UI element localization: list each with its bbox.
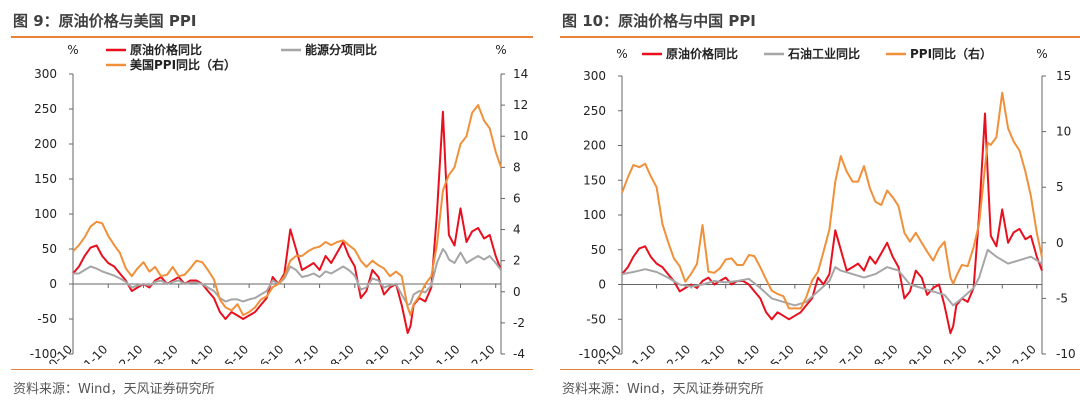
left-axis-tick-label: -50: [37, 312, 57, 326]
left-axis-unit: %: [616, 47, 627, 61]
right-axis-tick-label: 8: [513, 160, 521, 174]
right-axis-tick-label: -4: [513, 347, 525, 361]
left-axis-tick-label: -100: [30, 347, 57, 361]
source-note: 资料来源：Wind，天风证券研究所: [13, 382, 215, 397]
right-axis-tick-label: -10: [1056, 347, 1076, 361]
series-line-2: [621, 91, 1043, 310]
right-axis-unit: %: [1036, 47, 1047, 61]
left-axis-tick-label: 100: [34, 207, 57, 221]
left-axis-tick-label: 0: [49, 277, 57, 291]
figure-title: 图 9：原油价格与美国 PPI: [13, 12, 197, 30]
legend-label-energy: 能源分项同比: [305, 42, 377, 57]
right-axis-tick-label: 14: [513, 67, 528, 81]
right-axis-tick-label: 15: [1056, 69, 1071, 83]
chart-crude-vs-china-ppi: % % 原油价格同比 石油工业同比 PPI同比（右） -100-50050100…: [579, 46, 1076, 364]
right-axis-unit: %: [495, 43, 506, 57]
legend: 原油价格同比 石油工业同比 PPI同比（右）: [642, 46, 992, 61]
chart-crude-vs-us-ppi: % % 原油价格同比 能源分项同比 美国PPI同比（右） -100 -50 0 50 1…: [30, 42, 529, 364]
left-axis-tick-label: 250: [583, 104, 606, 118]
right-axis-tick-label: 6: [513, 191, 521, 205]
left-axis-tick-label: 50: [591, 243, 606, 257]
left-axis-tick-label: 100: [583, 208, 606, 222]
legend-label-crude: 原油价格同比: [666, 46, 738, 61]
right-axis-tick-label: 0: [1056, 236, 1064, 250]
right-axis-tick-label: 2: [513, 254, 521, 268]
title-rule: [11, 36, 533, 38]
series-line-0: [72, 110, 502, 334]
left-axis-tick-label: 300: [34, 67, 57, 81]
figure-panel-right: 图 10：原油价格与中国 PPI % % 原油价格同比 石油工业同比 PPI同比…: [560, 0, 1080, 401]
legend-label-us-ppi: 美国PPI同比（右）: [130, 57, 236, 72]
right-axis-tick-label: -5: [1056, 291, 1068, 305]
left-axis-tick-label: -50: [586, 312, 606, 326]
left-axis-tick-label: 200: [583, 139, 606, 153]
series-line-1: [621, 248, 1043, 307]
right-axis-tick-label: 12: [513, 98, 528, 112]
left-axis-unit: %: [67, 43, 78, 57]
source-note: 资料来源：Wind，天风证券研究所: [562, 382, 764, 397]
figure-panel-left: 图 9：原油价格与美国 PPI % % 原油价格同比 能源分项同比 美国PPI同…: [11, 0, 533, 401]
series-line-1: [73, 248, 502, 306]
left-axis-tick-label: 250: [34, 102, 57, 116]
left-axis-tick-label: 200: [34, 137, 57, 151]
footer-rule: [11, 369, 533, 370]
right-axis-tick-label: 4: [513, 223, 521, 237]
left-axis-tick-label: 150: [583, 173, 606, 187]
left-axis-tick-label: 300: [583, 69, 606, 83]
right-axis-tick-label: 5: [1056, 180, 1064, 194]
series-line-2: [72, 104, 502, 317]
footer-rule: [560, 369, 1080, 370]
legend-label-crude: 原油价格同比: [130, 42, 202, 57]
legend: 原油价格同比 能源分项同比 美国PPI同比（右）: [106, 42, 377, 72]
left-axis-tick-label: 150: [34, 172, 57, 186]
left-axis-tick-label: -100: [579, 347, 606, 361]
title-rule: [560, 36, 1080, 38]
legend-label-ppi: PPI同比（右）: [910, 46, 992, 61]
left-axis-tick-label: 50: [42, 242, 57, 256]
right-axis-tick-label: 10: [513, 129, 528, 143]
left-axis-tick-label: 0: [598, 278, 606, 292]
legend-label-oil-industry: 石油工业同比: [787, 46, 860, 61]
right-axis-tick-label: 0: [513, 285, 521, 299]
right-axis-tick-label: 10: [1056, 125, 1071, 139]
right-axis-tick-label: -2: [513, 316, 525, 330]
figure-title: 图 10：原油价格与中国 PPI: [562, 12, 756, 30]
